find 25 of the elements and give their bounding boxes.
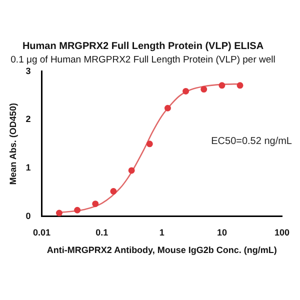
point [182, 88, 190, 94]
x-tick-label: 0.01 [33, 227, 51, 238]
x-tick-label: 1 [159, 227, 164, 238]
y-tick-label: 2 [26, 114, 31, 124]
point [218, 82, 226, 89]
chart-subtitle: 0.1 μg of Human MRGPRX2 Full Length Protein (VLP) per well [10, 54, 276, 66]
y-axis-title: Mean Abs. (OD450) [8, 103, 18, 185]
y-tick-label: 3 [26, 66, 31, 76]
point [56, 210, 62, 216]
point [236, 82, 244, 89]
x-axis-title: Anti-MRGPRX2 Antibody, Mouse IgG2b Conc. (ng/mL) [46, 245, 277, 256]
y-tick-label: 0 [26, 210, 31, 221]
point [146, 140, 153, 148]
point [200, 86, 208, 93]
point [164, 104, 171, 112]
x-tick-label: 100 [274, 227, 290, 238]
point [110, 188, 117, 195]
point [128, 167, 135, 174]
x-tick-label: 0.1 [96, 227, 108, 238]
chart-title: Human MRGPRX2 Full Length Protein (VLP) ELISA [22, 40, 264, 52]
point [92, 200, 99, 208]
annotation: EC50=0.52 ng/mL [211, 136, 292, 147]
x-tick-label: 10 [216, 227, 227, 238]
y-tick-label: 1 [26, 162, 31, 173]
point [74, 206, 81, 214]
